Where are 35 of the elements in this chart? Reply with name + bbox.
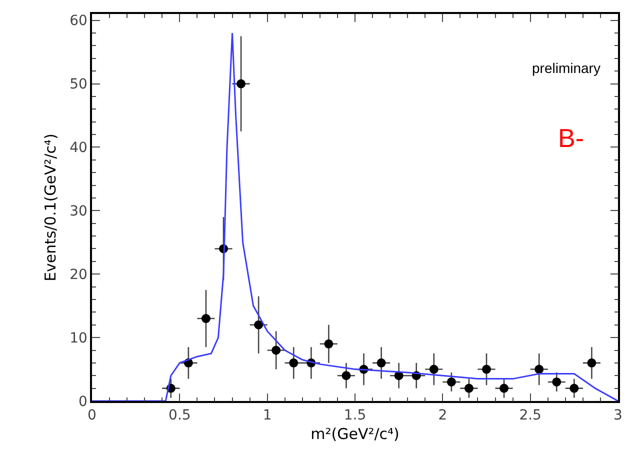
point: [376, 358, 386, 368]
point: [534, 364, 544, 374]
point: [587, 358, 596, 368]
annotation: B-: [558, 123, 584, 153]
x-tick-label: 1: [262, 408, 272, 424]
y-tick-label: 10: [70, 330, 88, 346]
point: [429, 364, 438, 374]
point: [201, 314, 210, 324]
y-tick-label: 20: [70, 267, 88, 284]
x-tick-label: 2.5: [519, 408, 542, 424]
point: [482, 364, 491, 374]
y-axis-title: Events/0.1(GeV²/c⁴): [41, 134, 60, 282]
point: [324, 339, 334, 348]
point: [500, 384, 509, 393]
x-tick-label: 2: [438, 408, 448, 424]
line-series: [92, 32, 618, 401]
point: [272, 346, 281, 355]
point: [236, 79, 246, 88]
point: [570, 384, 579, 393]
y-tick-label: 0: [78, 394, 88, 410]
y-tick-label: 30: [70, 204, 88, 220]
y-tick-label: 60: [70, 13, 88, 30]
annotation: preliminary: [532, 60, 600, 76]
x-axis-title: m²(GeV²/c⁴): [310, 425, 400, 444]
point: [342, 371, 351, 380]
point: [289, 358, 298, 368]
point: [552, 377, 562, 386]
point: [446, 377, 456, 386]
y-tick-label: 50: [70, 76, 88, 93]
y-tick-label: 40: [70, 140, 88, 156]
x-tick-label: 0.5: [168, 408, 191, 424]
point: [254, 320, 264, 330]
x-tick-label: 1.5: [344, 408, 366, 424]
point: [464, 384, 474, 393]
x-tick-label: 3: [614, 408, 622, 424]
